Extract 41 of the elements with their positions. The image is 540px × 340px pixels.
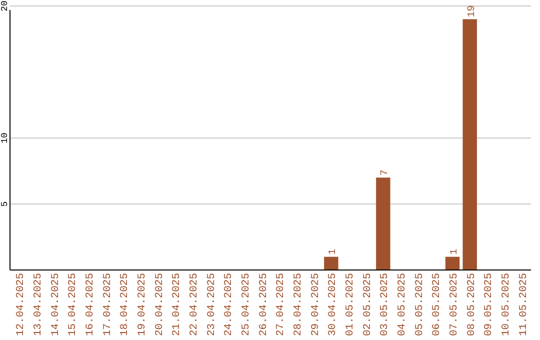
x-tick-label: 10.05.2025 — [500, 273, 512, 336]
x-tick-label: 11.05.2025 — [518, 273, 530, 336]
x-tick-label: 20.04.2025 — [154, 273, 166, 336]
data-label: 19 — [466, 5, 478, 18]
x-tick-label: 03.05.2025 — [379, 273, 392, 336]
bar — [324, 256, 338, 270]
data-label: 7 — [380, 170, 392, 176]
x-tick-label: 13.04.2025 — [32, 273, 45, 336]
x-tick-label: 21.04.2025 — [171, 273, 184, 336]
x-tick-label: 15.04.2025 — [67, 273, 80, 336]
x-tick-label: 26.04.2025 — [258, 273, 270, 336]
x-tick-label: 29.04.2025 — [310, 273, 322, 336]
y-tick-label: 10 — [0, 132, 10, 144]
x-tick-label: 23.04.2025 — [206, 273, 218, 336]
bar — [445, 256, 460, 270]
data-label: 1 — [328, 248, 340, 255]
x-tick-label: 09.05.2025 — [483, 273, 496, 336]
x-tick-label: 28.04.2025 — [292, 273, 304, 336]
x-tick-label: 01.05.2025 — [344, 273, 356, 336]
bar — [376, 178, 390, 270]
x-tick-label: 18.04.2025 — [119, 273, 132, 336]
x-tick-label: 17.04.2025 — [102, 273, 114, 336]
x-tick-label: 25.04.2025 — [240, 273, 252, 336]
x-tick-label: 08.05.2025 — [466, 273, 478, 336]
x-tick-label: 07.05.2025 — [448, 273, 460, 336]
x-tick-label: 16.04.2025 — [84, 273, 97, 336]
x-tick-label: 22.04.2025 — [188, 273, 201, 336]
x-tick-label: 14.04.2025 — [50, 273, 62, 336]
x-tick-label: 02.05.2025 — [362, 273, 374, 336]
x-tick-label: 12.04.2025 — [15, 273, 28, 336]
y-tick-label: 5 — [0, 201, 10, 207]
x-tick-label: 27.04.2025 — [275, 273, 288, 336]
bar — [462, 19, 477, 270]
x-tick-label: 05.05.2025 — [414, 273, 426, 336]
x-tick-label: 24.04.2025 — [223, 273, 236, 336]
y-tick-label: 20 — [0, 0, 10, 12]
x-tick-label: 06.05.2025 — [431, 273, 444, 336]
data-label: 1 — [449, 248, 460, 255]
x-tick-label: 30.04.2025 — [327, 273, 340, 336]
x-tick-label: 19.04.2025 — [136, 273, 149, 336]
x-tick-label: 04.05.2025 — [396, 273, 408, 336]
